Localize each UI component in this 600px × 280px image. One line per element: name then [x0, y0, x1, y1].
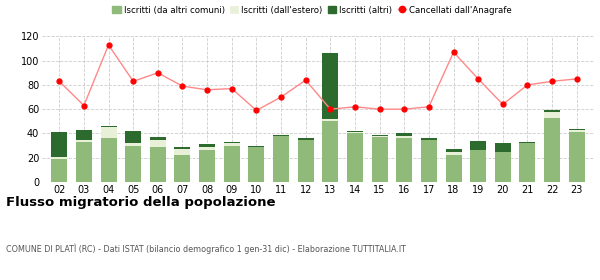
- Bar: [396, 136, 412, 138]
- Bar: [150, 137, 166, 139]
- Bar: [125, 131, 141, 143]
- Bar: [150, 139, 166, 147]
- Bar: [150, 147, 166, 182]
- Bar: [175, 147, 190, 149]
- Bar: [224, 146, 240, 182]
- Bar: [199, 144, 215, 147]
- Bar: [76, 142, 92, 182]
- Bar: [421, 138, 437, 139]
- Bar: [347, 132, 363, 134]
- Bar: [495, 152, 511, 182]
- Bar: [544, 112, 560, 118]
- Bar: [101, 127, 116, 138]
- Bar: [224, 142, 240, 143]
- Bar: [101, 138, 116, 182]
- Bar: [199, 147, 215, 150]
- Bar: [273, 135, 289, 136]
- Bar: [322, 119, 338, 121]
- Bar: [371, 136, 388, 137]
- Bar: [224, 143, 240, 146]
- Legend: Iscritti (da altri comuni), Iscritti (dall'estero), Iscritti (altri), Cancellati: Iscritti (da altri comuni), Iscritti (da…: [112, 6, 512, 15]
- Text: Flusso migratorio della popolazione: Flusso migratorio della popolazione: [6, 196, 275, 209]
- Bar: [76, 130, 92, 139]
- Bar: [495, 143, 511, 152]
- Bar: [544, 118, 560, 182]
- Bar: [101, 126, 116, 127]
- Bar: [199, 150, 215, 182]
- Bar: [569, 130, 585, 132]
- Bar: [544, 110, 560, 112]
- Bar: [125, 143, 141, 146]
- Bar: [470, 150, 486, 182]
- Bar: [273, 136, 289, 182]
- Bar: [446, 155, 461, 182]
- Bar: [76, 139, 92, 142]
- Bar: [51, 159, 67, 182]
- Bar: [569, 132, 585, 182]
- Bar: [446, 149, 461, 152]
- Bar: [175, 149, 190, 155]
- Bar: [470, 141, 486, 150]
- Bar: [51, 132, 67, 157]
- Bar: [421, 139, 437, 182]
- Bar: [371, 137, 388, 182]
- Bar: [396, 138, 412, 182]
- Bar: [520, 143, 535, 182]
- Bar: [125, 146, 141, 182]
- Bar: [347, 134, 363, 182]
- Text: COMUNE DI PLATÌ (RC) - Dati ISTAT (bilancio demografico 1 gen-31 dic) - Elaboraz: COMUNE DI PLATÌ (RC) - Dati ISTAT (bilan…: [6, 244, 406, 254]
- Bar: [248, 146, 265, 147]
- Bar: [520, 142, 535, 143]
- Bar: [51, 157, 67, 159]
- Bar: [347, 131, 363, 132]
- Bar: [322, 53, 338, 119]
- Bar: [396, 134, 412, 136]
- Bar: [569, 129, 585, 130]
- Bar: [371, 135, 388, 136]
- Bar: [175, 155, 190, 182]
- Bar: [322, 121, 338, 182]
- Bar: [298, 138, 314, 139]
- Bar: [298, 139, 314, 182]
- Bar: [248, 147, 265, 182]
- Bar: [446, 152, 461, 155]
